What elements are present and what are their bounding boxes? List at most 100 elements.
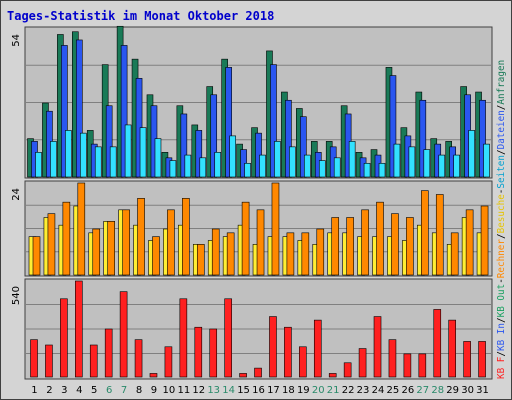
bar-pages [244,162,251,178]
bar-kb [89,344,98,378]
bar-hosts [107,221,115,276]
bar-files [270,64,277,178]
day-label: 31 [476,385,489,396]
bar-files [419,99,427,178]
bar-pages [65,130,72,178]
bar-files [389,75,397,178]
bar-kb [433,309,442,378]
bar-files [225,67,232,178]
bar-kb [343,362,352,378]
bar-pages [80,132,87,178]
bar-hosts [167,209,175,276]
day-label: 19 [297,385,310,396]
bar-pages [169,160,177,178]
bar-files [300,116,307,178]
bar-hosts [435,194,444,276]
bar-pages [393,143,401,178]
bar-pages [274,141,281,178]
bar-hosts [122,209,130,276]
bar-kb [239,373,247,378]
day-label: 28 [431,385,444,396]
bar-pages [453,154,460,178]
bar-hosts [376,201,384,276]
bar-hosts [137,198,145,276]
bar-files [285,99,292,178]
bar-kb [119,291,128,378]
bar-hosts [465,209,474,276]
bar-kb [463,341,471,378]
bar-kb [448,319,456,378]
bar-pages [35,152,42,178]
bar-kb [358,348,367,378]
day-label: 3 [61,385,67,396]
bar-files [120,45,128,178]
bar-pages [259,154,266,178]
bar-hosts [271,182,280,276]
ytick-visits: 24 [11,188,22,201]
bar-pages [483,143,490,178]
bar-pages [304,154,311,178]
day-label: 2 [46,385,52,396]
bar-kb [60,298,68,378]
bar-kb [328,373,337,378]
bar-kb [149,373,158,378]
bar-hosts [47,213,56,276]
bar-kb [299,346,307,378]
bar-hosts [62,201,71,276]
chart-title: Tages-Statistik im Monat Oktober 2018 [7,9,274,23]
ytick-requests: 54 [11,34,22,47]
day-label: 29 [446,385,459,396]
bar-hosts [316,228,325,276]
bar-pages [214,152,222,178]
bar-kb [104,328,113,378]
bar-kb [418,353,427,378]
day-label: 20 [312,385,325,396]
bar-hosts [480,205,489,276]
bar-pages [468,130,475,178]
bar-files [105,105,113,178]
day-label: 4 [76,385,82,396]
bar-hosts [241,201,250,276]
bar-pages [423,149,431,178]
day-label: 9 [151,385,157,396]
bar-kb [209,328,218,378]
day-label: 30 [461,385,474,396]
day-label: 22 [342,385,355,396]
bar-kb [403,353,412,378]
day-label: 7 [121,385,127,396]
bar-kb [373,316,382,378]
day-label: 25 [387,385,400,396]
day-label: 21 [327,385,340,396]
bar-files [195,130,203,178]
bar-pages [94,146,102,178]
bar-pages [154,138,162,178]
bar-hosts [331,217,340,276]
ytick-traffic: 540 [11,286,22,305]
day-label: 14 [222,385,235,396]
bar-hosts [346,217,354,276]
bar-kb [134,339,143,378]
bar-kb [478,341,486,378]
bar-pages [378,162,386,178]
bar-kb [254,367,262,378]
bar-files [180,113,188,178]
day-label: 6 [106,385,112,396]
bar-kb [224,298,232,378]
bar-hosts [391,213,399,276]
bar-kb [164,346,173,378]
bar-hosts [182,198,190,276]
bar-pages [348,141,356,178]
day-label: 18 [282,385,295,396]
bar-hosts [406,217,414,276]
day-label: 16 [252,385,265,396]
bar-kb [388,339,397,378]
bar-hosts [77,182,86,276]
day-label: 12 [192,385,205,396]
right-axis-text: KB F/KB In/KB Out-Rechner/Besuche-Seiten… [496,60,507,379]
bar-kb [30,339,38,378]
bar-pages [408,146,416,178]
day-label: 13 [207,385,220,396]
bar-kb [284,326,292,378]
bar-hosts [361,209,369,276]
